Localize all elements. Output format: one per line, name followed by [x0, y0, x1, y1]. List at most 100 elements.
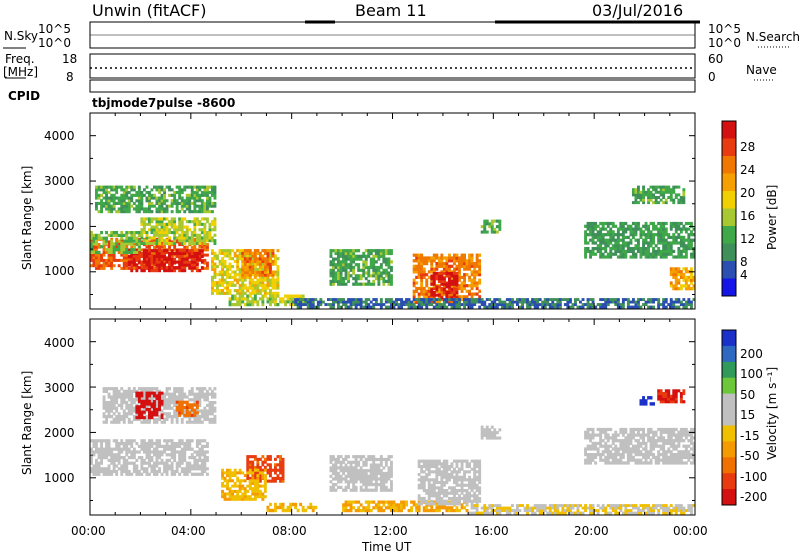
echo-cell: [372, 271, 376, 275]
echo-cell: [551, 303, 555, 306]
echo-cell: [193, 472, 197, 476]
echo-cell: [190, 263, 194, 267]
echo-cell: [130, 242, 134, 246]
echo-cell: [420, 273, 424, 277]
echo-cell: [581, 305, 585, 309]
echo-cell: [140, 420, 144, 424]
echo-cell: [359, 485, 363, 489]
echo-cell: [170, 204, 174, 208]
echo-cell: [349, 474, 353, 478]
echo-cell: [599, 298, 603, 301]
echo-cell: [173, 387, 177, 391]
echo-cell: [415, 286, 419, 291]
echo-cell: [352, 271, 356, 275]
echo-cell: [601, 233, 605, 237]
echo-cell: [170, 450, 174, 454]
echo-cell: [150, 188, 154, 192]
echo-cell: [450, 271, 454, 275]
echo-cell: [148, 245, 151, 249]
echo-cell: [261, 289, 265, 293]
echo-cell: [105, 389, 108, 393]
echo-cell: [107, 253, 111, 257]
echo-cell: [226, 487, 229, 491]
echo-cell: [483, 305, 487, 309]
echo-cell: [669, 247, 673, 251]
echo-cell: [309, 300, 313, 304]
echo-cell: [213, 401, 217, 405]
echo-cell: [200, 444, 204, 448]
echo-cell: [347, 277, 350, 281]
echo-cell: [468, 264, 471, 268]
echo-cell: [153, 467, 156, 471]
echo-cell: [276, 278, 280, 282]
echo-cell: [92, 442, 96, 446]
echo-cell: [372, 274, 376, 278]
echo-cell: [342, 249, 345, 253]
echo-cell: [243, 270, 247, 274]
echo-cell: [165, 260, 169, 264]
echo-cell: [269, 471, 272, 475]
echo-cell: [200, 453, 204, 457]
echo-cell: [148, 263, 151, 267]
echo-cell: [490, 303, 494, 306]
echo-cell: [107, 261, 111, 265]
echo-cell: [624, 252, 628, 256]
echo-cell: [690, 272, 693, 277]
echo-cell: [390, 300, 393, 304]
echo-cell: [170, 193, 174, 197]
echo-cell: [233, 484, 237, 488]
echo-cell: [253, 257, 257, 261]
echo-cell: [185, 411, 189, 415]
echo-cell: [437, 259, 441, 263]
echo-cell: [344, 251, 348, 256]
echo-cell: [677, 252, 681, 256]
echo-cell: [223, 484, 227, 488]
echo-cell: [243, 489, 247, 493]
echo-cell: [422, 295, 426, 299]
echo-cell: [475, 264, 479, 268]
echo-cell: [637, 300, 640, 304]
echo-cell: [180, 263, 184, 267]
echo-cell: [606, 238, 610, 242]
echo-cell: [188, 392, 192, 396]
echo-cell: [258, 273, 262, 277]
echo-cell: [629, 255, 633, 259]
echo-cell: [158, 251, 161, 256]
echo-cell: [352, 249, 356, 253]
echo-cell: [102, 264, 106, 268]
echo-cell: [611, 235, 615, 239]
echo-cell: [440, 305, 444, 309]
echo-cell: [599, 303, 603, 306]
echo-cell: [372, 282, 376, 286]
echo-cell: [221, 278, 224, 282]
echo-cell: [362, 265, 366, 270]
echo-cell: [112, 456, 116, 460]
echo-cell: [193, 450, 197, 454]
echo-cell: [170, 253, 174, 257]
echo-cell: [198, 403, 202, 407]
echo-cell: [243, 297, 247, 301]
echo-cell: [180, 204, 184, 208]
echo-cell: [208, 185, 212, 189]
echo-cell: [125, 248, 129, 252]
echo-cell: [412, 300, 416, 304]
echo-cell: [102, 191, 106, 195]
echo-cell: [263, 262, 267, 266]
echo-cell: [173, 412, 177, 416]
echo-cell: [127, 472, 131, 476]
echo-cell: [621, 255, 625, 259]
echo-cell: [372, 457, 376, 462]
echo-cell: [102, 403, 106, 407]
echo-cell: [621, 298, 625, 301]
echo-cell: [672, 305, 676, 309]
power-cbar-tick: 28: [740, 140, 756, 154]
echo-cell: [112, 467, 116, 471]
echo-cell: [256, 466, 260, 470]
echo-cell: [332, 268, 335, 272]
echo-cell: [359, 300, 363, 304]
echo-cell: [271, 300, 275, 304]
echo-cell: [334, 300, 338, 304]
echo-cell: [435, 264, 439, 268]
echo-cell: [332, 466, 335, 470]
echo-cell: [659, 255, 663, 259]
